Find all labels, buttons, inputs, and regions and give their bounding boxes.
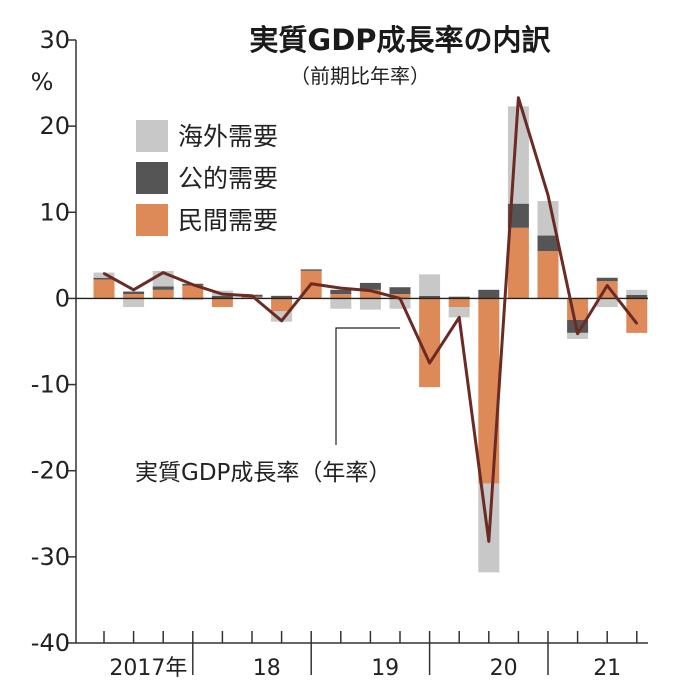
y-tick-label: 10 [39, 198, 70, 226]
gdp-point [458, 316, 461, 319]
gdp-point [280, 319, 283, 323]
bar-public-demand [596, 277, 618, 282]
bar-private-demand [93, 279, 115, 299]
bar-public-demand [419, 295, 441, 299]
bar-overseas-demand [419, 274, 441, 296]
bar-private-demand [271, 298, 293, 312]
gdp-point [606, 284, 609, 287]
bar-overseas-demand [93, 272, 115, 278]
gdp-point [517, 96, 520, 99]
bar-private-demand [448, 298, 470, 308]
x-year-label: 18 [253, 656, 281, 681]
gdp-point [635, 322, 638, 325]
bar-private-demand [389, 294, 411, 299]
gdp-point [546, 193, 550, 197]
annotation-label: 実質GDP成長率（年率） [135, 460, 391, 486]
bar-public-demand [389, 287, 411, 295]
bar-private-demand [123, 294, 145, 299]
gdp-point [487, 540, 490, 543]
bar-public-demand [211, 295, 233, 299]
bar-private-demand [152, 289, 174, 299]
y-axis: 30 20 10 0 -10 -20 -30 -40 [31, 26, 77, 657]
legend-swatch-private [136, 204, 168, 236]
gdp-point [428, 361, 431, 365]
bar-overseas-demand [182, 298, 204, 301]
bar-public-demand [330, 289, 352, 295]
bar-overseas-demand [567, 332, 589, 339]
y-tick-label: -30 [31, 543, 70, 571]
bar-private-demand [330, 294, 352, 299]
bar-public-demand [507, 203, 529, 228]
legend-swatch-overseas [136, 120, 168, 152]
bar-overseas-demand [330, 298, 352, 309]
bar-public-demand [537, 235, 559, 252]
gdp-point [369, 289, 372, 292]
legend-label-overseas: 海外需要 [178, 122, 278, 151]
x-year-label: 2017年 [109, 656, 187, 681]
x-year-label: 19 [371, 656, 399, 681]
x-year-label: 21 [593, 656, 621, 681]
y-tick-label: 20 [39, 112, 70, 140]
bar-overseas-demand [359, 298, 381, 310]
annotation-leader-line [335, 327, 400, 445]
bar-private-demand [182, 285, 204, 299]
gdp-point [221, 292, 224, 296]
bar-public-demand [448, 296, 470, 299]
chart-title: 実質GDP成長率の内訳 [249, 23, 551, 57]
bar-series-group [93, 106, 648, 573]
x-year-label: 20 [490, 656, 518, 681]
legend-label-private: 民間需要 [178, 206, 278, 235]
gdp-point [250, 294, 254, 298]
bar-private-demand [626, 298, 648, 333]
y-tick-label: -10 [31, 371, 70, 399]
bar-overseas-demand [271, 311, 293, 322]
bar-overseas-demand [448, 307, 470, 318]
bar-overseas-demand [389, 298, 411, 309]
bar-overseas-demand [300, 269, 322, 270]
gdp-point [191, 283, 194, 286]
bar-public-demand [93, 277, 115, 280]
bar-private-demand [537, 251, 559, 299]
bar-public-demand [300, 269, 322, 271]
bar-private-demand [507, 227, 529, 299]
bar-public-demand [123, 291, 145, 295]
y-unit-label: % [31, 68, 54, 96]
legend: 海外需要 公的需要 民間需要 [136, 120, 278, 236]
gdp-point [132, 288, 135, 292]
legend-label-public: 公的需要 [178, 164, 278, 193]
gdp-point [162, 271, 165, 274]
bar-public-demand [271, 295, 293, 299]
bar-private-demand [211, 298, 233, 308]
bar-overseas-demand [123, 298, 145, 308]
bar-public-demand [626, 294, 648, 299]
bar-private-demand [359, 289, 381, 299]
gdp-point [102, 272, 106, 275]
bar-public-demand [152, 286, 174, 290]
y-tick-label: 0 [55, 284, 70, 312]
gdp-point [398, 297, 402, 300]
bar-public-demand [359, 282, 381, 290]
bar-public-demand [478, 289, 500, 299]
gdp-point [576, 332, 579, 335]
chart-subtitle: （前期比年率） [290, 64, 430, 88]
gdp-point [310, 282, 313, 285]
gdp-line-group [102, 96, 638, 543]
bar-overseas-demand [626, 289, 648, 295]
gdp-point [339, 286, 342, 290]
y-tick-label: 30 [39, 26, 70, 54]
bar-overseas-demand [537, 201, 559, 236]
legend-swatch-public [136, 162, 168, 194]
y-tick-label: -40 [31, 629, 70, 657]
bar-overseas-demand [596, 298, 618, 308]
bar-private-demand [478, 298, 500, 484]
bar-private-demand [419, 298, 441, 388]
x-axis: 2017年 18 19 20 21 [76, 631, 648, 681]
y-tick-label: -20 [31, 457, 70, 485]
